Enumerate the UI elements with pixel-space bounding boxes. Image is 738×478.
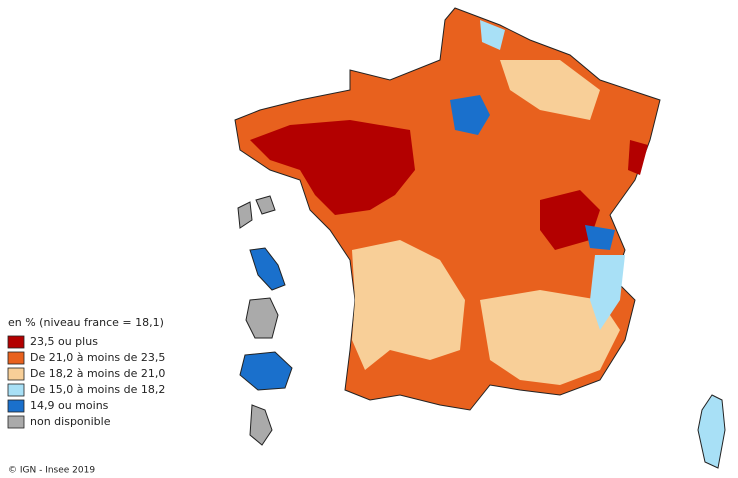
alsace-patch [628, 140, 648, 175]
region-southwest [352, 240, 465, 370]
legend-swatch [7, 367, 25, 381]
region-west [250, 120, 415, 215]
region-northeast [500, 60, 600, 120]
legend: 23,5 ou plus De 21,0 à moins de 23,5 De 18… [7, 335, 165, 429]
corse [697, 394, 726, 469]
reunion [239, 351, 293, 391]
legend-label: De 18,2 à moins de 21,0 [30, 367, 165, 380]
legend-swatch [7, 399, 25, 413]
region-alps [590, 255, 625, 330]
legend-title: en % (niveau france = 18,1) [8, 316, 164, 329]
mayotte [249, 404, 273, 446]
legend-label: De 15,0 à moins de 18,2 [30, 383, 165, 396]
legend-swatch [7, 335, 25, 349]
france-map [234, 7, 726, 469]
legend-swatch [7, 351, 25, 365]
legend-label: 14,9 ou moins [30, 399, 109, 412]
region-south [480, 290, 620, 385]
geneva-area [585, 225, 615, 250]
guadeloupe [237, 195, 276, 229]
legend-swatch [7, 383, 25, 397]
north-patch [480, 20, 505, 50]
legend-swatch [7, 415, 25, 429]
legend-label: De 21,0 à moins de 23,5 [30, 351, 165, 364]
legend-label: 23,5 ou plus [30, 335, 98, 348]
martinique [249, 247, 286, 291]
credit: © IGN - Insee 2019 [8, 466, 95, 476]
legend-label: non disponible [30, 415, 111, 428]
region-center-east [540, 190, 600, 250]
paris-area [450, 95, 490, 135]
guyane [245, 297, 279, 339]
